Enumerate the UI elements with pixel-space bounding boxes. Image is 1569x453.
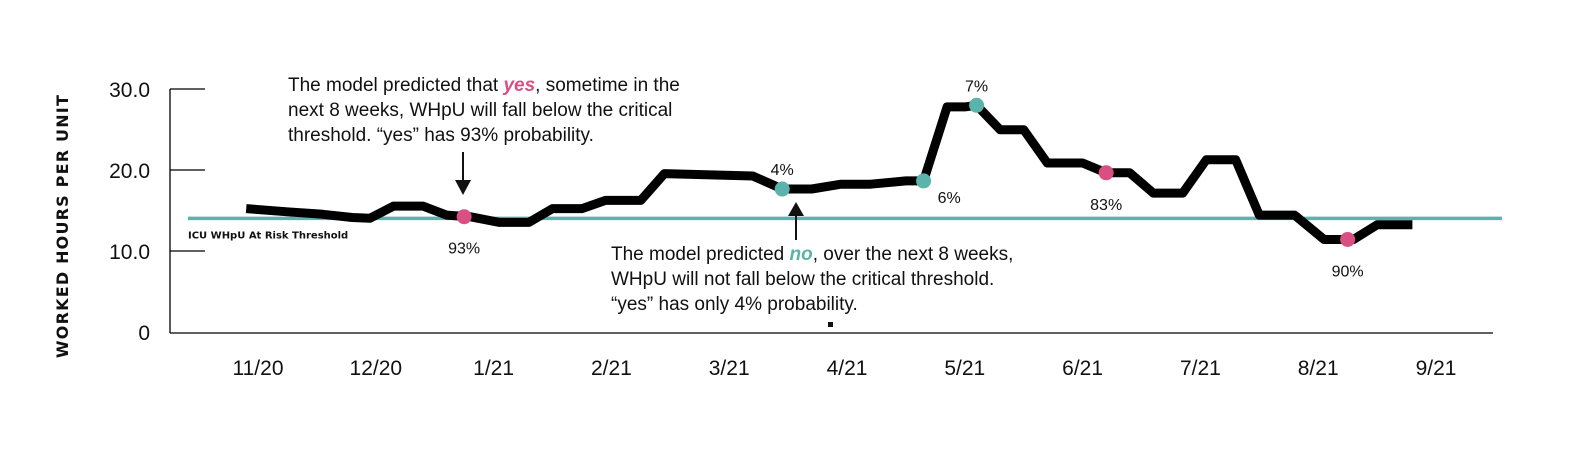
marker-no — [774, 181, 790, 197]
x-tick-label: 9/21 — [1416, 357, 1457, 380]
x-tick-label: 3/21 — [709, 357, 750, 380]
series-line — [245, 100, 1413, 244]
marker-label: 4% — [771, 162, 794, 179]
y-tick-label: 30.0 — [109, 79, 150, 102]
marker-yes — [1340, 231, 1356, 247]
markers: 93% 4% 6% 7% 83% 90% — [448, 78, 1364, 280]
x-tick-label: 4/21 — [827, 357, 868, 380]
x-tick-label: 1/21 — [473, 357, 514, 380]
annotation-no: The model predicted no, over the next 8 … — [611, 202, 1013, 315]
marker-no — [916, 173, 932, 189]
marker-label: 6% — [938, 190, 961, 207]
marker-no — [969, 97, 985, 113]
y-axis-label: WORKED HOURS PER UNIT — [53, 94, 72, 358]
marker-label: 93% — [448, 241, 480, 258]
marker-yes — [1098, 165, 1114, 181]
marker-label: 83% — [1090, 197, 1122, 214]
arrow-down-icon — [455, 180, 471, 195]
threshold-label: ICU WHpU At Risk Threshold — [188, 230, 348, 241]
annotation-yes-line-1: The model predicted that yes, sometime i… — [288, 75, 680, 96]
arrow-up-icon — [788, 202, 804, 216]
annotation-no-line-2: WHpU will not fall below the critical th… — [611, 269, 994, 290]
marker-yes — [456, 209, 472, 225]
y-tick-label: 10.0 — [109, 241, 150, 264]
y-tick-label: 20.0 — [109, 160, 150, 183]
annotation-no-emphasis: no — [790, 244, 813, 265]
x-tick-label: 2/21 — [591, 357, 632, 380]
annotation-yes: The model predicted that yes, sometime i… — [288, 75, 680, 195]
x-tick-label: 12/20 — [350, 357, 403, 380]
x-tick-labels: 11/20 12/20 1/21 2/21 3/21 4/21 5/21 6/21 7/21 8/… — [233, 357, 1457, 380]
annotation-no-line-1: The model predicted no, over the next 8 … — [611, 244, 1013, 265]
y-tick-label: 0 — [138, 322, 150, 345]
x-tick-label: 5/21 — [944, 357, 985, 380]
marker-label: 7% — [965, 78, 988, 95]
marker-label: 90% — [1332, 263, 1364, 280]
annotation-yes-emphasis: yes — [502, 75, 535, 96]
x-tick-label: 11/20 — [233, 357, 284, 380]
x-tick-label: 6/21 — [1062, 357, 1103, 380]
annotation-yes-line-2: next 8 weeks, WHpU will fall below the c… — [288, 100, 672, 121]
annotation-no-line-3: “yes” has only 4% probability. — [611, 294, 858, 315]
x-tick-label: 8/21 — [1298, 357, 1339, 380]
annotation-yes-line-3: threshold. “yes” has 93% probability. — [288, 125, 594, 146]
small-square-mark — [828, 322, 833, 327]
x-tick-label: 7/21 — [1180, 357, 1221, 380]
